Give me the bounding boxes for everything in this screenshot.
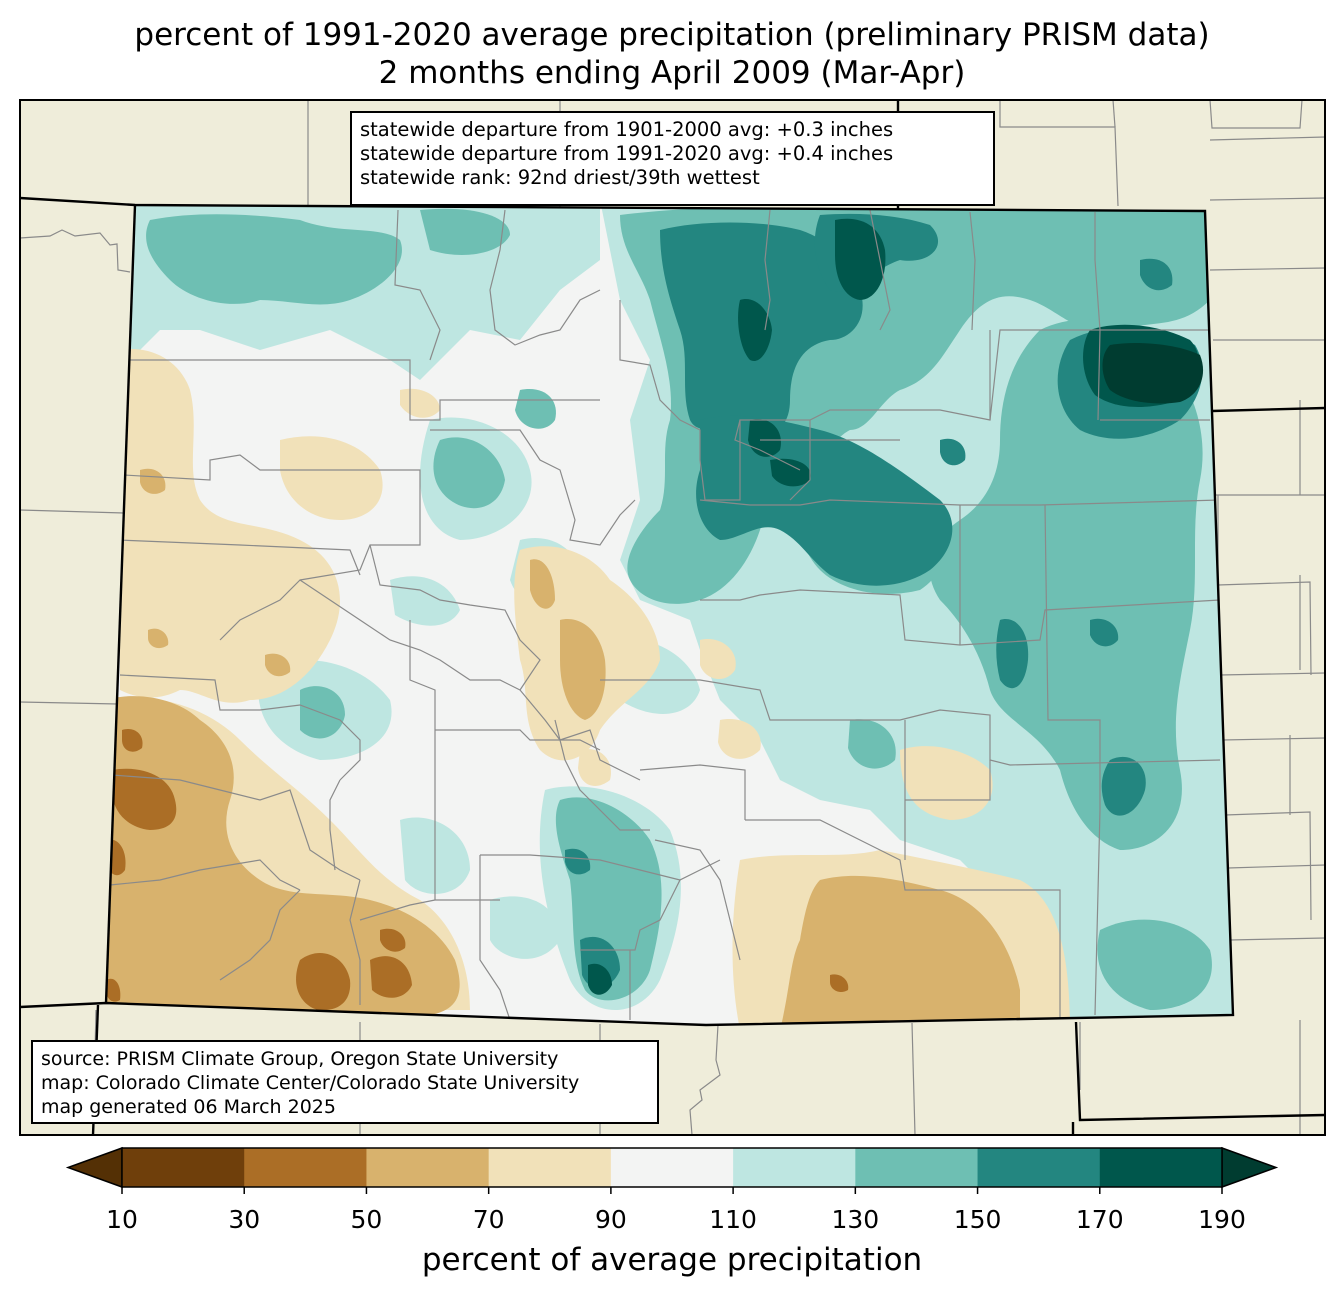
stats-departure-1991-2020: statewide departure from 1991-2020 avg: … [360, 142, 894, 165]
colorbar-label: percent of average precipitation [421, 1242, 923, 1278]
colorbar-tick-label: 150 [953, 1205, 1002, 1234]
colorbar-bin [977, 1148, 1101, 1187]
colorbar-bin [855, 1148, 979, 1187]
stats-departure-1901-2000: statewide departure from 1901-2000 avg: … [360, 118, 894, 141]
state-borders [20, 100, 1325, 1135]
colorbar-bin [733, 1148, 856, 1187]
colorbar-tick-label: 50 [350, 1205, 383, 1234]
colorbar-bin [610, 1148, 734, 1187]
precipitation-field [106, 205, 1233, 1025]
colorbar-tick-label: 10 [106, 1205, 138, 1234]
colorbar-outline [121, 1147, 1223, 1188]
colorbar-tick-label: 90 [594, 1205, 627, 1234]
colorbar-under-arrow [65, 1146, 123, 1189]
county-lines [109, 209, 1221, 1021]
credits-source: source: PRISM Climate Group, Oregon Stat… [41, 1048, 559, 1070]
colorbar-tick-label: 110 [709, 1205, 757, 1234]
colorbar-bin [244, 1148, 367, 1187]
credits-box: source: PRISM Climate Group, Oregon Stat… [31, 1040, 659, 1124]
colorbar-bin [1099, 1148, 1223, 1187]
colorbar-bin [122, 1148, 245, 1187]
colorbar-tick-label: 170 [1075, 1205, 1124, 1234]
colorbar [65, 1146, 1279, 1194]
colorbar-tick-label: 30 [228, 1205, 261, 1234]
colorbar-bin [488, 1148, 612, 1187]
statewide-stats-box: statewide departure from 1901-2000 avg: … [350, 111, 995, 206]
colorbar-tick-label: 130 [831, 1205, 880, 1234]
map-title-line-1: percent of 1991-2020 average precipitati… [134, 17, 1210, 53]
colorbar-over-arrow [1221, 1146, 1279, 1189]
credits-map: map: Colorado Climate Center/Colorado St… [41, 1072, 580, 1094]
colorbar-tick-label: 190 [1198, 1205, 1246, 1234]
map-title-line-2: 2 months ending April 2009 (Mar-Apr) [378, 55, 966, 91]
map-frame [19, 99, 1326, 1136]
credits-generated: map generated 06 March 2025 [41, 1096, 336, 1118]
stats-rank: statewide rank: 92nd driest/39th wettest [360, 166, 760, 189]
colorbar-bin [366, 1148, 490, 1187]
colorbar-tick-label: 70 [472, 1205, 505, 1234]
